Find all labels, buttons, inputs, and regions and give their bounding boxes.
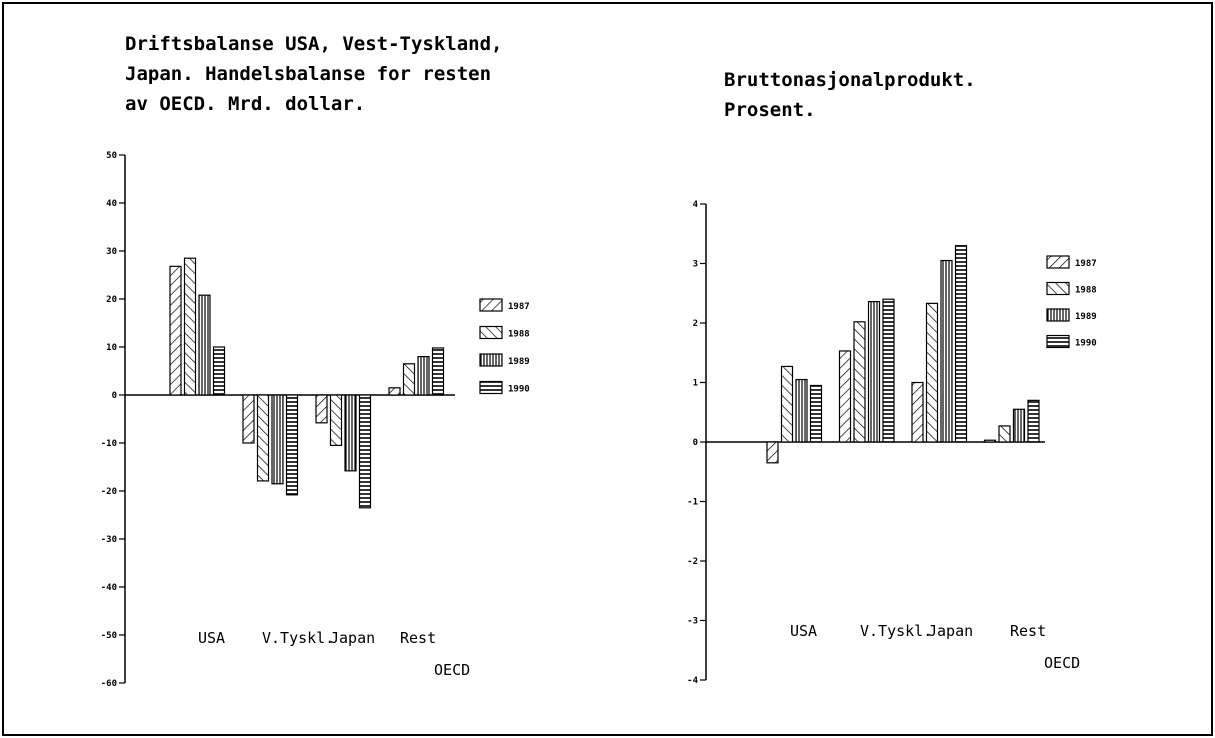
bar <box>431 347 445 396</box>
bar <box>882 298 895 443</box>
legend-swatch <box>479 325 503 340</box>
bar <box>998 425 1011 443</box>
y-tick-label: -2 <box>687 557 698 567</box>
y-tick-label: -1 <box>687 498 698 508</box>
legend-label: 1987 <box>508 302 530 312</box>
chart-title: Driftsbalanse USA, Vest-Tyskland, <box>125 33 503 55</box>
legend-label: 1988 <box>508 330 530 340</box>
chart-title: Japan. Handelsbalanse for resten <box>125 63 491 85</box>
bar <box>925 302 939 443</box>
bar <box>388 387 401 396</box>
bar <box>285 394 299 496</box>
legend-swatch <box>479 298 503 312</box>
y-tick-label: 0 <box>112 391 117 401</box>
y-tick-label: 1 <box>693 379 698 389</box>
legend-label: 1990 <box>508 385 530 395</box>
legend-label: 1989 <box>1075 312 1097 322</box>
x-tick-label: Rest OECD <box>400 629 470 679</box>
y-tick-label: -3 <box>687 617 698 627</box>
bar <box>809 384 823 443</box>
y-tick-label: 10 <box>106 343 117 353</box>
legend-label: 1990 <box>1075 339 1097 349</box>
y-tick-label: -60 <box>101 679 117 689</box>
bar <box>795 378 808 443</box>
bar <box>256 394 270 482</box>
bar <box>1012 408 1026 443</box>
chart-title: av OECD. Mrd. dollar. <box>125 93 365 115</box>
bar <box>212 346 226 396</box>
y-tick-label: 2 <box>693 319 698 329</box>
y-tick-label: -10 <box>101 439 117 449</box>
x-tick-label: V.Tyskl. <box>860 622 932 640</box>
bar <box>169 265 182 396</box>
bar <box>940 259 953 443</box>
y-tick-label: 30 <box>106 247 117 257</box>
x-tick-label: USA <box>790 622 817 640</box>
legend-swatch <box>479 380 503 395</box>
bar <box>242 394 255 444</box>
y-tick-label: -50 <box>101 631 117 641</box>
bar <box>344 394 357 472</box>
bar <box>766 441 779 464</box>
bar <box>402 363 416 396</box>
y-tick-label: -20 <box>101 487 117 497</box>
chart-title: Bruttonasjonalprodukt. <box>724 69 976 91</box>
legend-swatch <box>1046 308 1070 322</box>
bar <box>838 350 852 443</box>
legend-swatch <box>479 353 503 367</box>
y-tick-label: 20 <box>106 295 117 305</box>
chart-title: Prosent. <box>724 99 816 121</box>
bar <box>867 300 881 443</box>
y-tick-label: 4 <box>693 200 699 210</box>
y-tick-label: -30 <box>101 535 117 545</box>
y-tick-label: 0 <box>693 438 698 448</box>
x-tick-label: Japan <box>928 622 973 640</box>
legend-label: 1988 <box>1075 286 1097 296</box>
x-tick-label: Rest OECD <box>1010 622 1080 672</box>
bar <box>198 294 211 396</box>
bar <box>954 245 968 443</box>
bar <box>183 257 197 396</box>
bar <box>780 365 794 443</box>
bar <box>853 321 866 443</box>
y-tick-label: 3 <box>693 260 698 270</box>
bar <box>417 356 430 396</box>
bar <box>271 394 284 485</box>
legend-label: 1987 <box>1075 259 1097 269</box>
legend-label: 1989 <box>508 357 530 367</box>
y-tick-label: 40 <box>106 199 117 209</box>
x-tick-label: USA <box>198 629 225 647</box>
legend-swatch <box>1046 281 1070 296</box>
bar <box>358 394 372 509</box>
bar <box>1027 399 1040 443</box>
legend-swatch <box>1046 255 1070 269</box>
bar <box>911 381 924 443</box>
bar <box>983 439 997 443</box>
y-tick-label: -4 <box>687 676 698 686</box>
y-tick-label: -40 <box>101 583 117 593</box>
x-tick-label: V.Tyskl. <box>262 629 334 647</box>
y-tick-label: 50 <box>106 151 117 161</box>
bar <box>315 394 328 424</box>
x-tick-label: Japan <box>330 629 375 647</box>
bar <box>329 394 343 447</box>
legend-swatch <box>1046 334 1070 349</box>
